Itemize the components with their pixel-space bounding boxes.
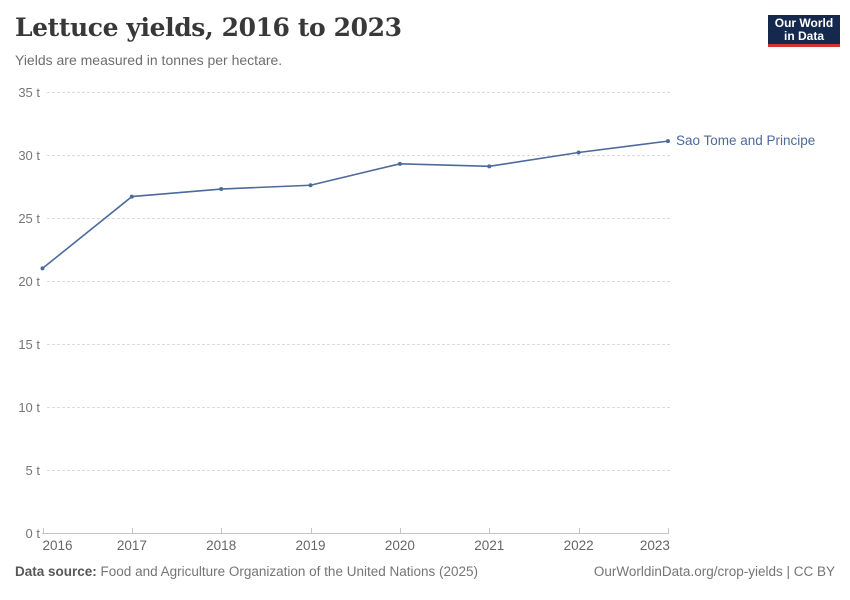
x-axis-label-2022: 2022 [563, 538, 594, 553]
x-axis-label-2016: 2016 [42, 538, 73, 553]
x-axis-tick-2016 [42, 528, 44, 533]
y-axis-label-0t: 0 t [25, 525, 40, 541]
gridline-5t [47, 470, 670, 471]
x-axis-label-2020: 2020 [384, 538, 415, 553]
y-axis-label-10t: 10 t [18, 399, 40, 415]
data-source-value: Food and Agriculture Organization of the… [100, 564, 479, 579]
x-axis-label-2023: 2023 [639, 538, 670, 553]
y-axis-label-15t: 15 t [18, 336, 40, 352]
data-point-2022[interactable] [576, 150, 581, 155]
x-axis-line [42, 533, 669, 534]
data-point-2020[interactable] [397, 161, 402, 166]
x-axis-label-2018: 2018 [206, 538, 237, 553]
data-point-2021[interactable] [487, 164, 492, 169]
y-axis-label-5t: 5 t [25, 462, 40, 478]
y-axis-label-20t: 20 t [18, 273, 40, 289]
x-axis-label-2017: 2017 [116, 538, 147, 553]
chart-subtitle: Yields are measured in tonnes per hectar… [15, 52, 283, 68]
owid-logo-line2: in Data [783, 28, 824, 43]
gridline-20t [47, 281, 670, 282]
data-point-2017[interactable] [129, 194, 134, 199]
gridline-15t [47, 344, 670, 345]
gridline-30t [47, 155, 670, 156]
y-axis-label-35t: 35 t [18, 84, 40, 100]
series-line-sao-tome-and-principe[interactable] [41, 140, 669, 270]
x-axis-label-2021: 2021 [474, 538, 505, 553]
x-axis-tick-2023 [667, 528, 669, 533]
y-axis-label-30t: 30 t [18, 147, 40, 163]
x-axis-tick-2017 [131, 528, 133, 533]
x-axis-tick-2021 [489, 528, 491, 533]
x-axis-tick-2020 [399, 528, 401, 533]
owid-url-link[interactable]: OurWorldinData.org/crop-yields | CC BY [593, 564, 835, 579]
data-point-2019[interactable] [308, 183, 313, 188]
series-label-sao-tome-and-principe[interactable]: Sao Tome and Principe [675, 133, 816, 149]
gridline-25t [47, 218, 670, 219]
chart-footer: Data source: Food and Agriculture Organi… [15, 564, 835, 579]
data-source-label: Data source: [15, 564, 97, 579]
owid-logo-line1: Our World [774, 15, 834, 30]
gridline-35t [47, 92, 670, 93]
gridline-10t [47, 407, 670, 408]
data-point-2023[interactable] [665, 139, 670, 144]
data-point-2016[interactable] [40, 266, 45, 271]
data-point-2018[interactable] [219, 187, 224, 192]
x-axis-tick-2022 [578, 528, 580, 533]
y-axis-label-25t: 25 t [18, 210, 40, 226]
x-axis-label-2019: 2019 [295, 538, 326, 553]
chart-title: Lettuce yields, 2016 to 2023 [15, 13, 402, 42]
x-axis-tick-2018 [221, 528, 223, 533]
x-axis-tick-2019 [310, 528, 312, 533]
owid-logo[interactable]: Our World in Data [768, 15, 840, 47]
data-source-note: Data source: Food and Agriculture Organi… [15, 564, 478, 579]
